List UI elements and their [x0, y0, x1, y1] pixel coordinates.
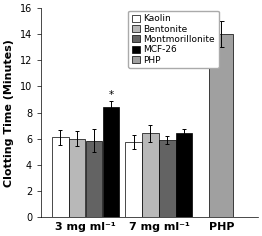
Bar [52, 137, 69, 217]
Bar [176, 133, 193, 217]
Bar [86, 141, 102, 217]
Bar [103, 107, 119, 217]
Bar [209, 34, 233, 217]
Bar [69, 139, 85, 217]
Y-axis label: Clotting Time (Minutes): Clotting Time (Minutes) [4, 39, 14, 186]
Bar [159, 140, 176, 217]
Bar [125, 142, 142, 217]
Legend: Kaolin, Bentonite, Montmorillonite, MCF-26, PHP: Kaolin, Bentonite, Montmorillonite, MCF-… [128, 11, 219, 68]
Bar [142, 133, 159, 217]
Text: *: * [109, 89, 114, 100]
